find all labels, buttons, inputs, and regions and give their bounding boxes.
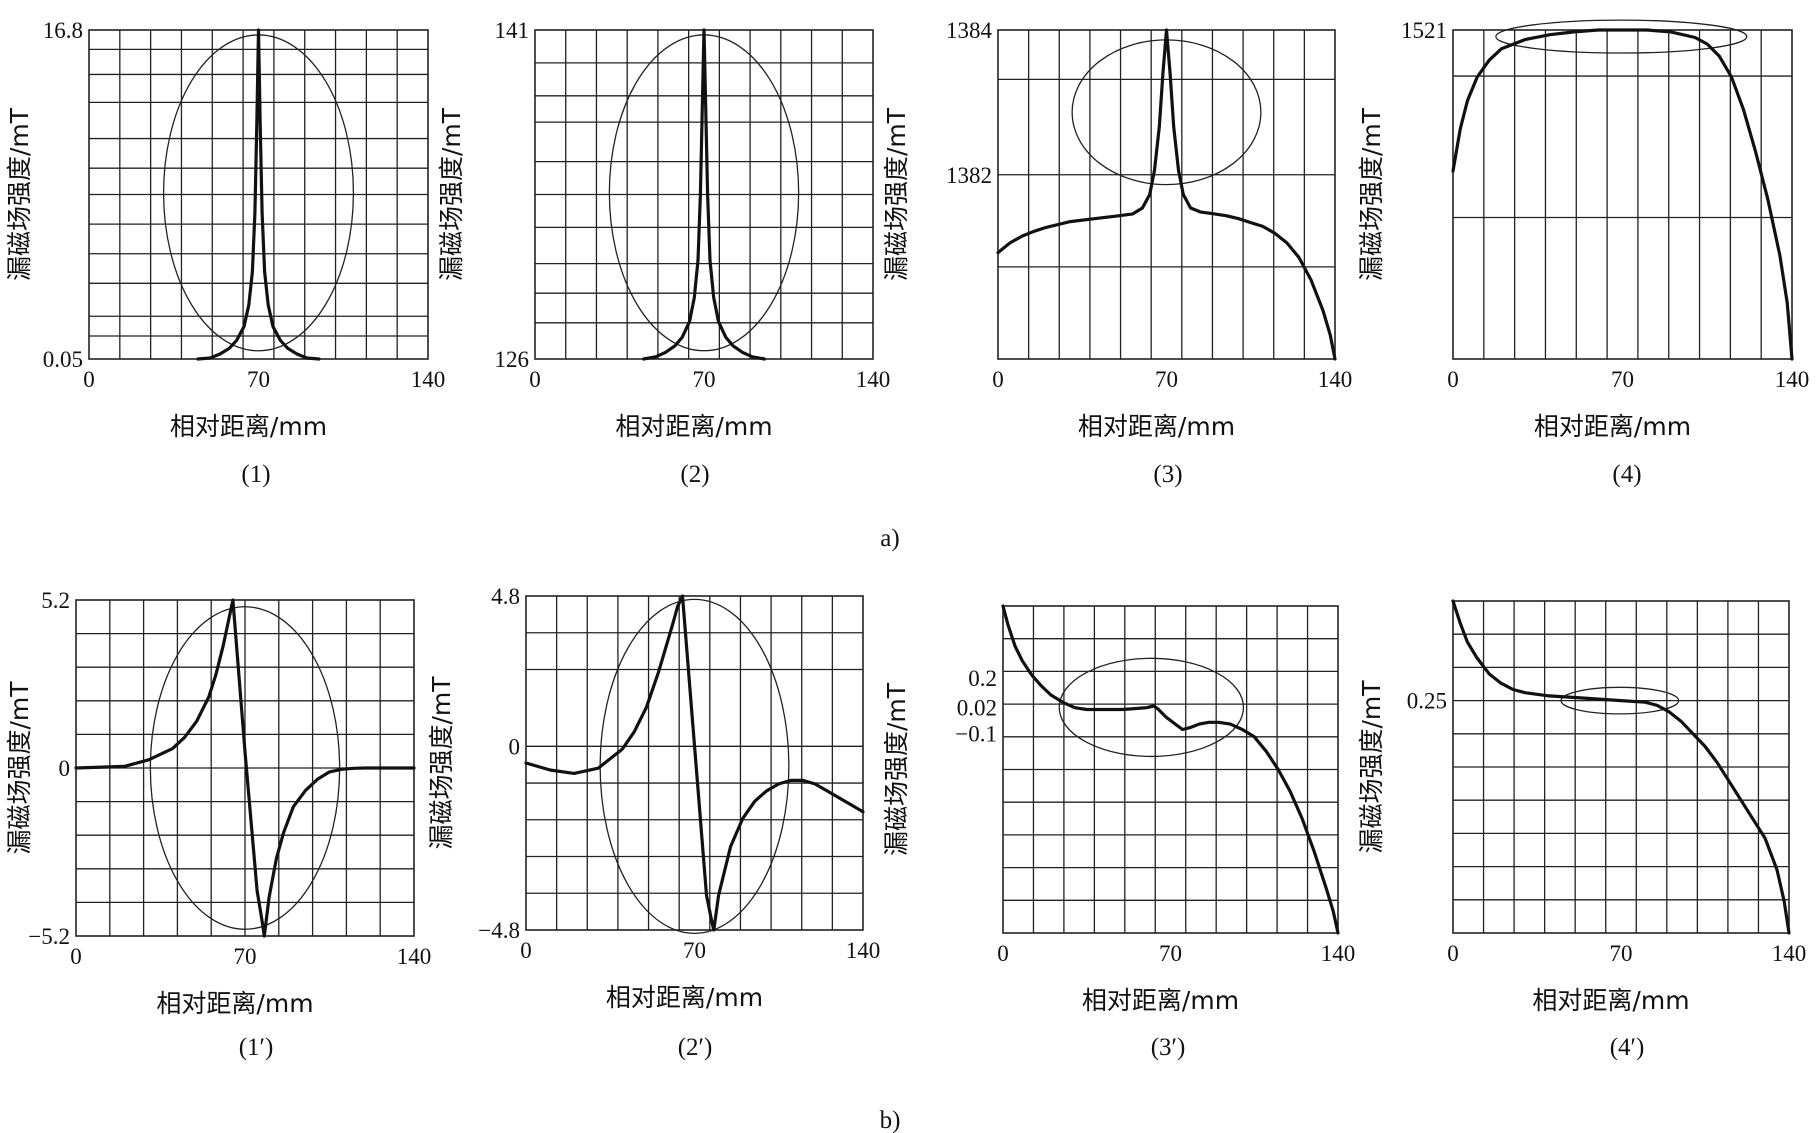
x-tick-label: 70: [1610, 941, 1633, 966]
y-tick-label: 16.8: [43, 18, 83, 43]
series-line: [1451, 599, 1791, 935]
y-tick-label: 4.8: [491, 584, 520, 609]
x-tick-label: 0: [1447, 941, 1459, 966]
plot-frame: [1452, 29, 1793, 360]
x-tick-label: 140: [1775, 367, 1810, 392]
x-tick-label: 140: [1321, 941, 1356, 966]
chart-caption: (4′): [1610, 1034, 1645, 1061]
x-axis-label: 相对距离/mm: [615, 412, 772, 441]
chart-caption: (1′): [239, 1034, 274, 1061]
chart-caption: (2′): [678, 1034, 713, 1061]
x-axis-label: 相对距离/mm: [170, 412, 327, 441]
y-tick-label: 141: [495, 18, 530, 43]
chart-caption: (3): [1153, 461, 1182, 488]
y-tick-label: 5.2: [41, 588, 70, 613]
y-axis-label: 漏磁场强度/mT: [1357, 107, 1386, 281]
series-line: [196, 28, 321, 361]
highlight-ellipse: [1071, 39, 1262, 186]
plot-frame: [1452, 600, 1790, 934]
x-tick-label: 140: [1318, 367, 1353, 392]
y-axis-label: 漏磁场强度/mT: [882, 682, 911, 856]
x-tick-label: 70: [1155, 367, 1178, 392]
plot-frame: [1002, 605, 1339, 934]
highlight-ellipse: [599, 598, 790, 934]
series-line: [524, 594, 865, 932]
x-tick-label: 0: [997, 941, 1009, 966]
y-tick-label: 0.02: [957, 695, 997, 720]
x-tick-label: 140: [397, 944, 432, 969]
figure-a-caption: a): [880, 525, 899, 552]
x-axis-label: 相对距离/mm: [1532, 986, 1689, 1015]
series-line: [1001, 604, 1340, 935]
x-tick-label: 0: [992, 367, 1004, 392]
figure-b-caption: b): [880, 1107, 901, 1133]
x-tick-label: 70: [234, 944, 257, 969]
chart-caption: (1): [241, 461, 270, 488]
series-line: [74, 598, 416, 938]
x-tick-label: 0: [83, 367, 95, 392]
x-axis-label: 相对距离/mm: [1534, 412, 1691, 441]
highlight-ellipse: [1495, 19, 1748, 54]
series-line: [996, 28, 1337, 361]
x-tick-label: 140: [856, 367, 891, 392]
y-tick-label: 0.25: [1407, 689, 1447, 714]
x-tick-label: 70: [683, 938, 706, 963]
chart-3: 0 70 140 1384 1382 相对距离/mm 漏磁场强度/mT (3): [882, 18, 1352, 488]
x-tick-label: 140: [1772, 941, 1807, 966]
highlight-ellipse: [149, 606, 341, 930]
y-tick-label: 0.2: [968, 666, 997, 691]
y-tick-label: −4.8: [478, 918, 520, 943]
x-tick-label: 70: [693, 367, 716, 392]
chart-caption: (2): [680, 461, 709, 488]
y-tick-label: −0.1: [955, 722, 997, 747]
y-axis-label: 漏磁场强度/mT: [1357, 680, 1386, 854]
chart-4: 0 70 140 1521 相对距离/mm 漏磁场强度/mT (4): [1357, 18, 1809, 488]
y-axis-label: 漏磁场强度/mT: [437, 107, 466, 281]
chart-4p: 0 70 140 0.25 相对距离/mm 漏磁场强度/mT (4′): [1357, 599, 1807, 1061]
y-tick-label: 1384: [946, 18, 993, 43]
y-axis-label: 漏磁场强度/mT: [427, 676, 456, 850]
y-tick-label: 1521: [1401, 18, 1447, 43]
y-tick-label: 0: [59, 756, 71, 781]
series-line: [641, 28, 767, 361]
highlight-ellipse: [1058, 657, 1245, 758]
chart-1: 0 70 140 16.8 0.05 相对距离/mm 漏磁场强度/mT (1): [5, 18, 445, 488]
x-axis-label: 相对距离/mm: [1082, 986, 1239, 1015]
y-tick-label: 0.05: [43, 347, 83, 372]
y-axis-label: 漏磁场强度/mT: [882, 107, 911, 281]
y-tick-label: 1382: [946, 163, 992, 188]
y-tick-label: −5.2: [28, 924, 70, 949]
chart-caption: (3′): [1151, 1034, 1186, 1061]
x-tick-label: 0: [520, 938, 532, 963]
x-tick-label: 70: [247, 367, 270, 392]
x-tick-label: 0: [70, 944, 82, 969]
x-axis-label: 相对距离/mm: [606, 983, 763, 1012]
x-tick-label: 140: [846, 938, 881, 963]
chart-3p: 0 70 140 0.2 0.02−0.1 相对距离/mm 漏磁场强度/mT (3′): [882, 604, 1356, 1061]
series-line: [1451, 28, 1794, 361]
x-tick-label: 0: [1447, 367, 1459, 392]
x-axis-label: 相对距离/mm: [1078, 412, 1235, 441]
chart-2: 0 70 140 141 126 相对距离/mm 漏磁场强度/mT (2): [437, 18, 890, 488]
y-axis-label: 漏磁场强度/mT: [5, 681, 34, 855]
x-tick-label: 70: [1159, 941, 1182, 966]
x-axis-label: 相对距离/mm: [156, 989, 313, 1018]
x-tick-label: 140: [411, 367, 446, 392]
x-tick-label: 0: [529, 367, 541, 392]
y-axis-label: 漏磁场强度/mT: [5, 107, 34, 281]
x-tick-label: 70: [1611, 367, 1634, 392]
highlight-ellipse: [1560, 686, 1680, 715]
y-tick-label: 126: [495, 347, 530, 372]
chart-caption: (4): [1612, 461, 1641, 488]
y-tick-label: 0: [509, 734, 521, 759]
